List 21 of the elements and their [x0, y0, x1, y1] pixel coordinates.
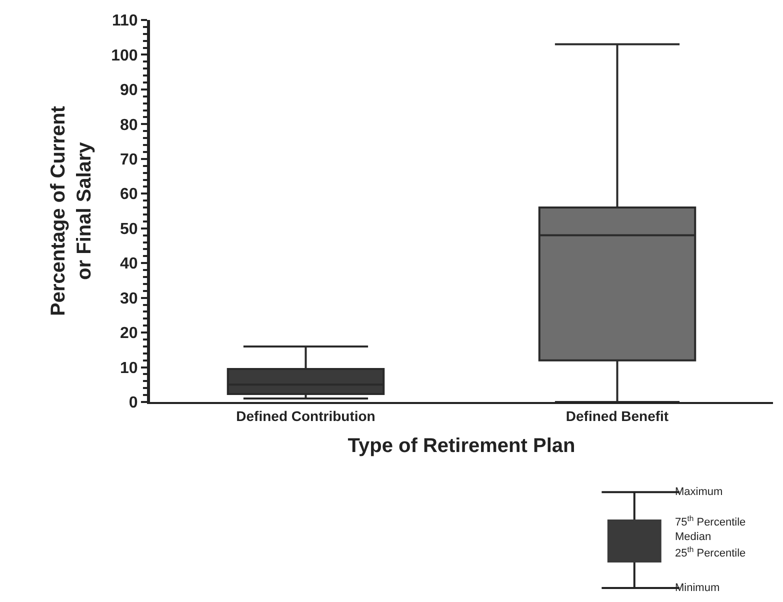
text: Maximum — [675, 486, 723, 498]
y-axis-title: Percentage of Current or Final Salary — [48, 106, 96, 316]
x-tick-label: Defined Benefit — [566, 408, 669, 424]
y-tick-label: 50 — [120, 220, 138, 238]
y-tick-label: 0 — [128, 394, 138, 412]
y-tick-label: 90 — [120, 82, 138, 100]
text: Minimum — [675, 582, 720, 594]
y-tick-label: 20 — [120, 325, 138, 342]
y-tick-label: 100 — [111, 47, 138, 64]
y-tick-label: 60 — [120, 186, 138, 204]
y-tick-label: 80 — [120, 116, 138, 134]
text: 75$^{th}$ Percentile — [675, 514, 746, 529]
text: Median — [675, 531, 712, 543]
y-tick-label: 10 — [120, 360, 138, 377]
x-tick-label: Defined Contribution — [236, 408, 376, 424]
y-tick-label: 30 — [120, 290, 138, 308]
text: 25$^{th}$ Percentile — [675, 545, 746, 560]
y-tick-label: 40 — [120, 256, 138, 273]
y-tick-label: 110 — [112, 12, 138, 30]
x-axis-title: Type of Retirement Plan — [348, 434, 576, 457]
y-tick-label: 70 — [120, 152, 138, 169]
